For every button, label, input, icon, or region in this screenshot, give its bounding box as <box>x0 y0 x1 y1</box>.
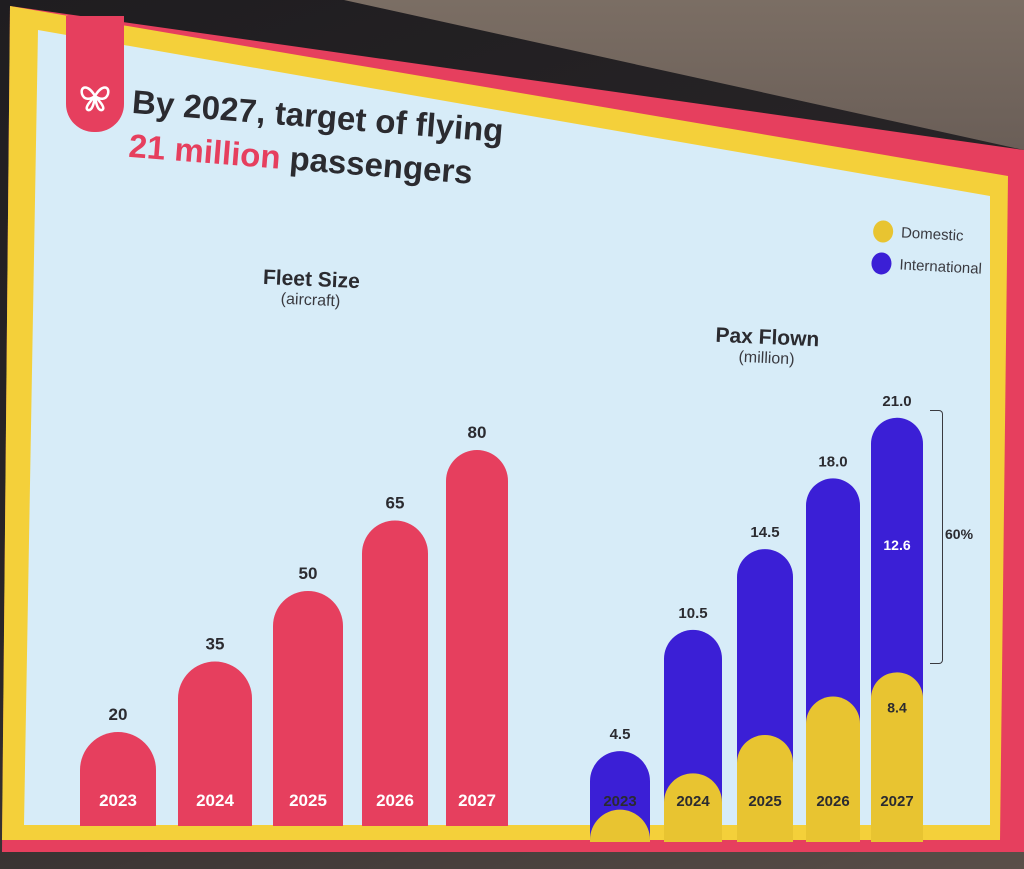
pax-segment-label-domestic: 8.4 <box>887 699 907 715</box>
fleet-value-label: 35 <box>206 635 225 654</box>
fleet-year-label: 2023 <box>99 791 137 810</box>
pax-bar-domestic-2023 <box>590 809 650 842</box>
fleet-value-label: 80 <box>468 423 487 442</box>
pax-year-label: 2027 <box>880 793 913 810</box>
pax-bar-domestic-2027 <box>871 672 923 842</box>
international-share-label: 60% <box>945 526 974 542</box>
pax-flown-chart: 4.5 2023 10.5 2024 14.5 2025 18.0 2026 21.0 2027 1… <box>590 393 923 842</box>
fleet-bar-2027 <box>446 450 508 826</box>
pax-total-label: 14.5 <box>750 524 779 541</box>
fleet-year-label: 2025 <box>289 791 327 810</box>
pax-total-label: 10.5 <box>678 605 707 622</box>
fleet-size-chart: 20 2023 35 2024 50 2025 65 2026 80 2027 <box>80 423 508 826</box>
pax-year-label: 2025 <box>748 793 781 810</box>
fleet-year-label: 2027 <box>458 791 496 810</box>
butterfly-logo-icon <box>80 86 110 112</box>
brand-logo-tab <box>66 16 124 132</box>
pax-year-label: 2026 <box>816 793 849 810</box>
pax-total-label: 18.0 <box>818 453 847 470</box>
fleet-value-label: 65 <box>386 494 405 513</box>
fleet-year-label: 2024 <box>196 791 234 810</box>
fleet-value-label: 20 <box>109 705 128 724</box>
fleet-bar-2023 <box>80 732 156 826</box>
share-bracket <box>930 410 943 664</box>
pax-bar-domestic-2026 <box>806 696 860 842</box>
pax-bar-domestic-2024 <box>664 773 722 842</box>
fleet-year-label: 2026 <box>376 791 414 810</box>
pax-bar-domestic-2025 <box>737 734 793 842</box>
pax-total-label: 4.5 <box>610 726 631 743</box>
fleet-bar-2025 <box>273 591 343 826</box>
fleet-bar-2026 <box>362 520 428 826</box>
pax-segment-label-international: 12.6 <box>883 537 910 553</box>
pax-year-label: 2023 <box>603 793 636 810</box>
fleet-bar-2024 <box>178 661 252 826</box>
fleet-value-label: 50 <box>299 564 318 583</box>
pax-total-label: 21.0 <box>882 393 911 410</box>
pax-year-label: 2024 <box>676 793 710 810</box>
